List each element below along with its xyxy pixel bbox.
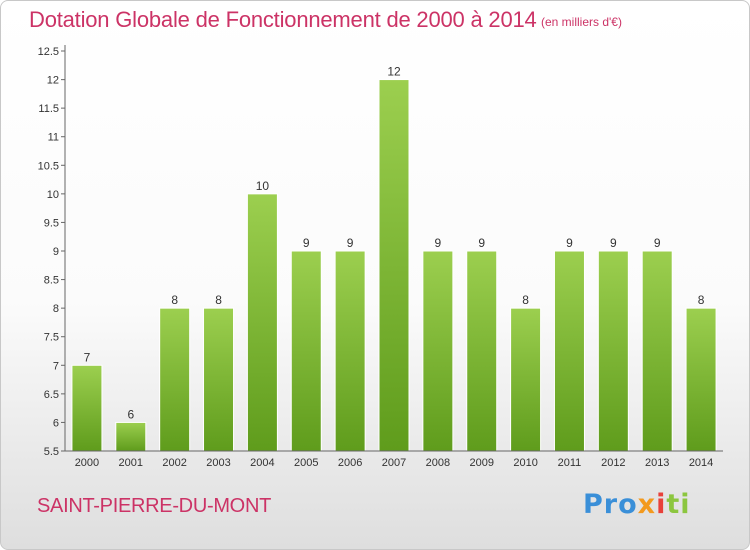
y-tick-label: 9.5 bbox=[44, 217, 59, 229]
x-tick-label: 2003 bbox=[206, 457, 230, 469]
y-tick-label: 7 bbox=[53, 360, 59, 372]
bar-value-label: 9 bbox=[610, 236, 617, 250]
chart-subtitle: (en milliers d'€) bbox=[541, 15, 622, 29]
commune-name: SAINT-PIERRE-DU-MONT bbox=[37, 495, 272, 517]
x-tick-label: 2010 bbox=[513, 457, 537, 469]
logo-part: x bbox=[637, 489, 657, 520]
bar bbox=[334, 250, 366, 452]
bar bbox=[597, 250, 629, 452]
y-tick-label: 10 bbox=[47, 189, 59, 201]
y-tick-label: 5.5 bbox=[44, 446, 59, 458]
bar bbox=[553, 250, 585, 452]
x-tick-label: 2000 bbox=[75, 457, 99, 469]
x-tick-label: 2009 bbox=[469, 457, 493, 469]
bar bbox=[290, 250, 322, 452]
x-tick-label: 2011 bbox=[558, 457, 582, 469]
bar-value-label: 8 bbox=[215, 293, 222, 307]
bar-value-label: 9 bbox=[654, 236, 661, 250]
y-tick-label: 6 bbox=[53, 417, 59, 429]
logo-part: Pro bbox=[583, 489, 638, 520]
bar-value-label: 9 bbox=[478, 236, 485, 250]
x-tick-label: 2014 bbox=[689, 457, 713, 469]
x-tick-label: 2007 bbox=[382, 457, 406, 469]
y-tick-label: 6.5 bbox=[44, 389, 59, 401]
bar bbox=[510, 307, 542, 452]
bar-value-label: 9 bbox=[303, 236, 310, 250]
y-tick-label: 8 bbox=[53, 303, 59, 315]
bar-value-label: 10 bbox=[256, 179, 270, 193]
y-tick-label: 11.5 bbox=[38, 103, 59, 115]
y-tick-label: 10.5 bbox=[38, 160, 59, 172]
bar-value-label: 6 bbox=[127, 407, 134, 421]
bar bbox=[115, 421, 147, 452]
bar-value-label: 9 bbox=[347, 236, 354, 250]
bar-value-label: 8 bbox=[171, 293, 178, 307]
bar-value-label: 8 bbox=[698, 293, 705, 307]
y-tick-label: 7.5 bbox=[44, 332, 59, 344]
y-tick-label: 12.5 bbox=[38, 46, 59, 58]
x-tick-label: 2004 bbox=[250, 457, 274, 469]
bar bbox=[466, 250, 498, 452]
bar bbox=[246, 193, 278, 452]
x-tick-label: 2013 bbox=[645, 457, 669, 469]
bar bbox=[159, 307, 191, 452]
bar bbox=[71, 364, 103, 452]
x-tick-label: 2001 bbox=[119, 457, 143, 469]
y-tick-label: 12 bbox=[47, 75, 59, 87]
bar-value-label: 7 bbox=[84, 350, 91, 364]
bar-value-label: 12 bbox=[387, 65, 401, 79]
y-tick-label: 8.5 bbox=[44, 275, 59, 287]
logo-part: i bbox=[656, 489, 667, 520]
bar bbox=[685, 307, 717, 452]
x-tick-label: 2008 bbox=[426, 457, 450, 469]
x-tick-label: 2012 bbox=[601, 457, 625, 469]
bar bbox=[378, 79, 410, 452]
proxiti-logo[interactable]: Proxiti bbox=[583, 489, 691, 520]
chart-title: Dotation Globale de Fonctionnement de 20… bbox=[29, 7, 537, 32]
y-tick-label: 9 bbox=[53, 246, 59, 258]
bar bbox=[422, 250, 454, 452]
x-tick-label: 2005 bbox=[294, 457, 318, 469]
bar bbox=[641, 250, 673, 452]
bar bbox=[203, 307, 235, 452]
y-tick-label: 11 bbox=[48, 132, 59, 144]
bar-value-label: 9 bbox=[435, 236, 442, 250]
bar-value-label: 9 bbox=[566, 236, 573, 250]
x-tick-label: 2006 bbox=[338, 457, 362, 469]
x-tick-label: 2002 bbox=[162, 457, 186, 469]
bar-value-label: 8 bbox=[522, 293, 529, 307]
logo-part: ti bbox=[666, 489, 691, 520]
